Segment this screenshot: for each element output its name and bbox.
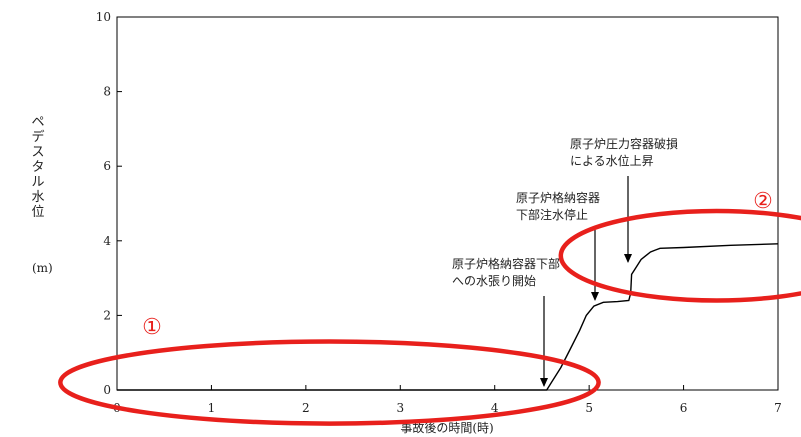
y-tick-label: 4 (103, 234, 111, 248)
annotation-text: への水張り開始 (452, 274, 536, 288)
highlight-ellipse (558, 208, 801, 303)
annotation-text: による水位上昇 (570, 153, 654, 168)
plot-area (116, 16, 779, 391)
x-tick-label: 4 (491, 401, 499, 415)
y-axis-label-char: ス (31, 145, 44, 160)
y-tick-label: 0 (103, 383, 111, 397)
x-tick-label: 7 (774, 401, 782, 415)
y-axis-label-char: ル (31, 175, 44, 190)
x-tick-label: 2 (302, 401, 310, 415)
y-axis-label-char: タ (31, 160, 44, 175)
x-axis-label: 事故後の時間(時) (400, 420, 493, 435)
highlights: ①② (58, 189, 801, 426)
x-tick-label: 6 (680, 401, 688, 415)
y-axis-unit: (m) (32, 261, 53, 275)
y-axis-label-char: 水 (31, 190, 44, 205)
y-axis-ticks: 0 2 4 6 8 10 (96, 10, 122, 397)
annotation-text: 原子炉圧力容器破損 (570, 136, 678, 151)
y-tick-label: 8 (103, 85, 111, 99)
y-tick-label: 6 (103, 159, 111, 173)
y-tick-label: 10 (96, 10, 111, 24)
highlight-ellipse (58, 339, 601, 426)
y-axis-label-char: ペ (31, 115, 44, 130)
series-line (117, 243, 779, 391)
x-tick-label: 5 (585, 401, 593, 415)
series-group (117, 243, 779, 391)
highlight-label: ② (753, 189, 773, 214)
y-axis-label-char: 位 (31, 205, 44, 220)
x-tick-label: 3 (396, 401, 404, 415)
y-axis-label-char: デ (31, 129, 44, 145)
x-tick-label: 1 (208, 401, 216, 415)
annotation-text: 原子炉格納容器下部 (452, 256, 560, 271)
annotation-text: 原子炉格納容器 (516, 190, 600, 205)
y-tick-label: 2 (103, 308, 111, 322)
highlight-label: ① (142, 315, 162, 340)
annotation-text: 下部注水停止 (516, 207, 588, 222)
